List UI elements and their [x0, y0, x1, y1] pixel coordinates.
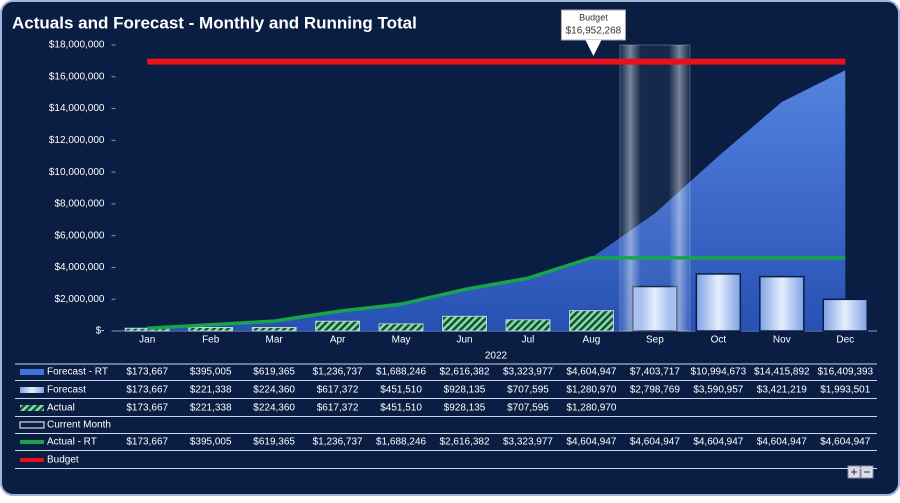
y-tick-label: $4,000,000	[54, 262, 104, 273]
actual-bar	[568, 310, 614, 332]
table-cell: $3,323,977	[503, 367, 553, 378]
table-cell: $224,360	[253, 403, 295, 414]
forecast-bar	[759, 275, 805, 332]
table-cell: $10,994,673	[691, 367, 747, 378]
y-tick-label: $14,000,000	[49, 103, 105, 114]
table-cell: $7,403,717	[630, 367, 680, 378]
legend-label: Forecast - RT	[47, 367, 108, 378]
actual-bar	[505, 319, 551, 332]
x-tick-label: Apr	[330, 335, 346, 346]
table-cell: $619,365	[253, 367, 295, 378]
legend-swatch	[20, 387, 44, 393]
legend-label: Forecast	[47, 385, 86, 396]
actual-bar	[315, 320, 361, 332]
y-tick-label: $18,000,000	[49, 40, 105, 51]
table-cell: $707,595	[507, 403, 549, 414]
table-cell: $14,415,892	[754, 367, 810, 378]
y-tick-label: $12,000,000	[49, 135, 105, 146]
table-cell: $173,667	[126, 385, 168, 396]
annotation-box	[560, 9, 626, 41]
legend-label: Actual	[47, 403, 75, 414]
x-tick-label: Oct	[711, 335, 727, 346]
x-tick-label: Jun	[456, 335, 472, 346]
table-cell: $395,005	[190, 437, 232, 448]
table-cell: $4,604,947	[693, 437, 743, 448]
table-cell: $395,005	[190, 367, 232, 378]
table-cell: $2,616,382	[439, 367, 489, 378]
x-tick-label: Jan	[139, 335, 155, 346]
legend-label: Actual - RT	[47, 437, 97, 448]
table-cell: $1,236,737	[313, 367, 363, 378]
annotation-arrow	[585, 40, 602, 56]
forecast-bar	[822, 298, 869, 332]
table-cell: $4,604,947	[566, 437, 616, 448]
table-cell: $4,604,947	[566, 367, 616, 378]
actual-bar	[188, 326, 234, 332]
x-tick-label: Dec	[836, 335, 854, 346]
table-cell: $173,667	[126, 367, 168, 378]
y-tick-label: $-	[96, 326, 105, 337]
table-cell: $224,360	[253, 385, 295, 396]
legend-swatch	[19, 421, 45, 429]
table-cell: $1,280,970	[566, 403, 616, 414]
forecast-bar	[695, 273, 742, 332]
table-cell: $4,604,947	[757, 437, 807, 448]
table-cell: $173,667	[126, 437, 168, 448]
actual-rt-line	[147, 256, 846, 330]
table-cell: $707,595	[507, 385, 549, 396]
table-cell: $1,688,246	[376, 437, 426, 448]
zoom-buttons	[847, 465, 874, 479]
chart-title: Actuals and Forecast - Monthly and Runni…	[12, 13, 417, 32]
x-tick-label: May	[392, 335, 411, 346]
table-cell: $3,323,977	[503, 437, 553, 448]
legend-label: Current Month	[47, 420, 111, 431]
actual-bar	[251, 326, 297, 332]
y-tick-label: $2,000,000	[54, 294, 104, 305]
table-cell: $221,338	[190, 403, 232, 414]
legend-swatch	[20, 405, 44, 411]
actual-bar	[124, 327, 170, 332]
table-cell: $928,135	[444, 403, 486, 414]
x-tick-label: Aug	[583, 335, 601, 346]
plus-icon	[851, 469, 857, 475]
table-cell: $4,604,947	[630, 437, 680, 448]
table-cell: $1,280,970	[566, 385, 616, 396]
y-tick-label: $6,000,000	[54, 230, 104, 241]
current-month-highlight	[619, 44, 691, 332]
x-tick-label: Nov	[773, 335, 791, 346]
annotation-title: Budget	[579, 12, 608, 22]
actual-bar	[442, 315, 488, 332]
x-axis-label: 2022	[485, 351, 508, 362]
x-tick-label: Feb	[202, 335, 220, 346]
table-cell: $16,409,393	[817, 367, 873, 378]
annotation-label: $16,952,268	[566, 26, 622, 37]
table-cell: $451,510	[380, 385, 422, 396]
table-cell: $2,798,769	[630, 385, 680, 396]
y-tick-label: $8,000,000	[54, 199, 104, 210]
table-cell: $173,667	[126, 403, 168, 414]
table-cell: $1,236,737	[313, 437, 363, 448]
table-cell: $3,590,957	[693, 385, 743, 396]
table-cell: $617,372	[317, 385, 359, 396]
table-cell: $1,993,501	[820, 385, 870, 396]
table-cell: $928,135	[444, 385, 486, 396]
table-cell: $2,616,382	[439, 437, 489, 448]
table-cell: $1,688,246	[376, 367, 426, 378]
table-cell: $4,604,947	[820, 437, 870, 448]
table-cell: $451,510	[380, 403, 422, 414]
y-tick-label: $16,000,000	[49, 71, 105, 82]
y-tick-label: $10,000,000	[49, 167, 105, 178]
legend-label: Budget	[47, 455, 79, 466]
table-cell: $619,365	[253, 437, 295, 448]
x-tick-label: Jul	[522, 335, 535, 346]
table-cell: $3,421,219	[757, 385, 807, 396]
x-tick-label: Mar	[266, 335, 284, 346]
x-tick-label: Sep	[646, 335, 664, 346]
table-cell: $221,338	[190, 385, 232, 396]
table-cell: $617,372	[317, 403, 359, 414]
legend-swatch	[20, 369, 44, 375]
actual-bar	[378, 323, 424, 332]
